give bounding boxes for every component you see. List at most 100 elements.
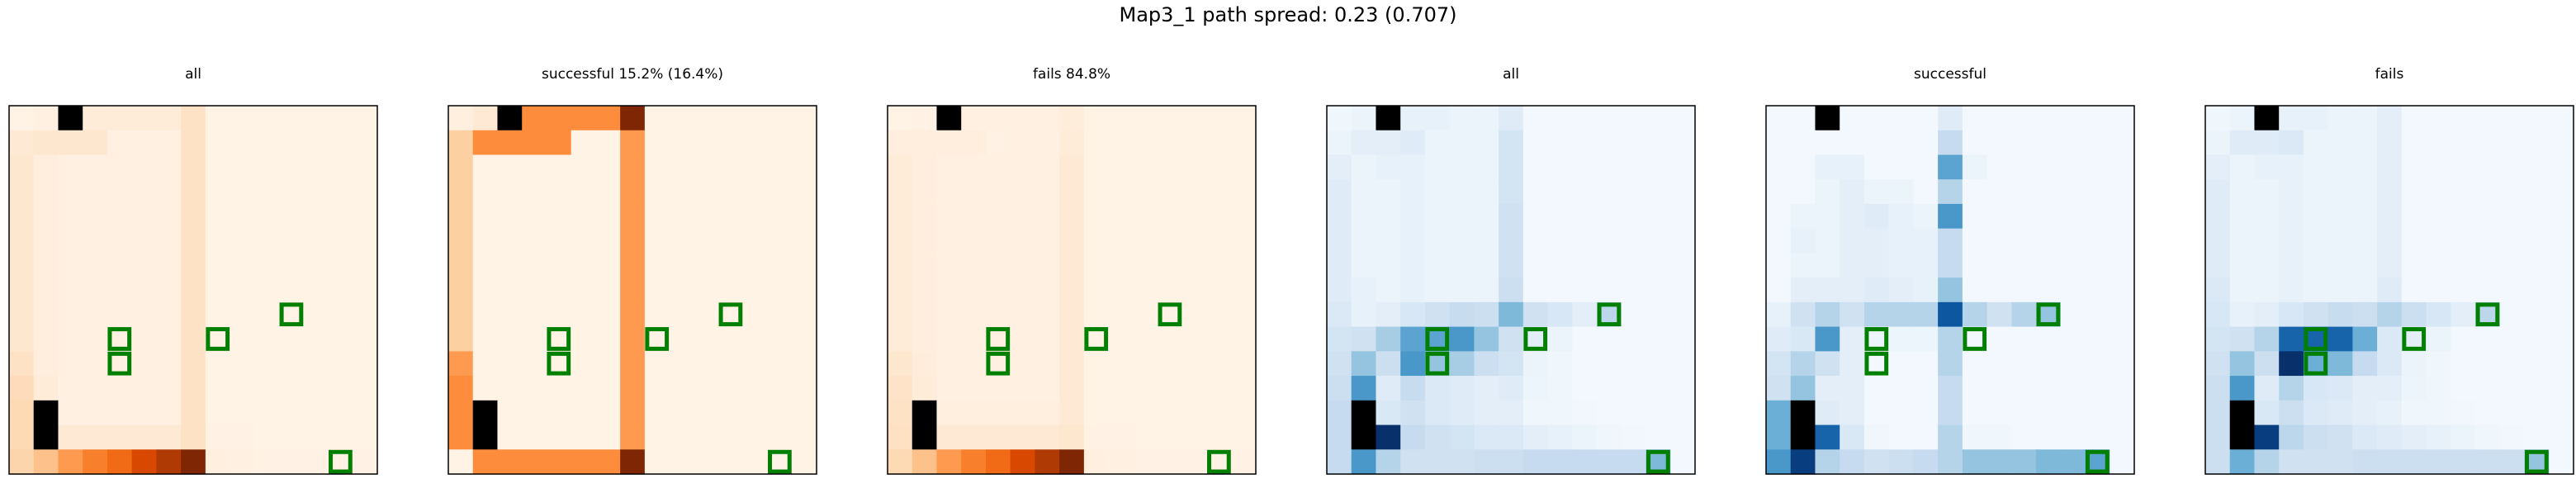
- heatmap-cell: [767, 351, 793, 377]
- heatmap-cell: [1133, 301, 1158, 328]
- heatmap-cell: [448, 326, 474, 352]
- heatmap-cell: [2475, 351, 2501, 377]
- heatmap-cell: [1621, 179, 1647, 205]
- heatmap-cell: [303, 424, 329, 450]
- heatmap-cell: [156, 228, 182, 254]
- heatmap-cell: [1597, 179, 1622, 205]
- heatmap-cell: [497, 400, 523, 426]
- heatmap-cell: [1181, 106, 1208, 131]
- heatmap-cell: [2229, 154, 2256, 180]
- heatmap-cell: [1231, 351, 1257, 377]
- heatmap-cell: [961, 326, 987, 352]
- heatmap-cell: [328, 351, 353, 377]
- heatmap-cell: [1206, 277, 1232, 303]
- heatmap-cell: [1863, 253, 1890, 278]
- heatmap-cell: [1083, 400, 1110, 426]
- heatmap-cell: [83, 400, 108, 426]
- heatmap-cell: [1108, 277, 1134, 303]
- heatmap-cell: [546, 154, 572, 180]
- heatmap-cell: [571, 154, 596, 180]
- heatmap-cell: [792, 203, 817, 230]
- heatmap-cell: [9, 351, 35, 377]
- heatmap-cell: [1790, 301, 1816, 328]
- heatmap-cell: [2011, 277, 2037, 303]
- heatmap-cell: [1400, 253, 1426, 278]
- heatmap-cell: [1646, 203, 1671, 230]
- heatmap-cell: [2524, 253, 2550, 278]
- heatmap-cell: [1231, 130, 1257, 156]
- heatmap-cell: [2110, 154, 2135, 180]
- axes-frame: [887, 105, 1257, 475]
- heatmap-cell: [2254, 326, 2280, 352]
- heatmap-cell: [58, 424, 83, 450]
- heatmap-cell: [328, 130, 353, 156]
- heatmap-cell: [936, 253, 962, 278]
- heatmap-cell: [1327, 154, 1352, 180]
- heatmap-cell: [2377, 449, 2403, 475]
- heatmap-cell: [2549, 154, 2574, 180]
- heatmap-cell: [2426, 351, 2451, 377]
- heatmap-cell: [181, 351, 206, 377]
- heatmap-cell: [1181, 228, 1208, 254]
- goal-marker: [107, 327, 132, 351]
- heatmap-cell: [742, 376, 769, 401]
- heatmap-cell: [1597, 130, 1622, 156]
- heatmap-cell: [353, 301, 378, 328]
- heatmap-cell: [961, 253, 987, 278]
- heatmap-cell: [448, 203, 474, 230]
- heatmap-cell: [1376, 400, 1401, 426]
- heatmap-cell: [2254, 301, 2280, 328]
- heatmap-cell: [767, 179, 793, 205]
- heatmap-cell: [1035, 277, 1060, 303]
- heatmap-cell: [1158, 130, 1183, 156]
- heatmap-cell: [985, 203, 1011, 230]
- heatmap-cell: [472, 106, 499, 131]
- heatmap-cell: [1351, 376, 1377, 401]
- heatmap-cell: [2085, 106, 2110, 131]
- heatmap-cell: [571, 424, 596, 450]
- heatmap-cell: [1863, 277, 1890, 303]
- heatmap-cell: [1522, 301, 1549, 328]
- heatmap-cell: [571, 400, 596, 426]
- heatmap-cell: [353, 130, 378, 156]
- heatmap-cell: [107, 301, 133, 328]
- heatmap-cell: [792, 400, 817, 426]
- heatmap-cell: [1670, 179, 1696, 205]
- heatmap-cell: [1474, 301, 1499, 328]
- heatmap-cell: [1133, 203, 1158, 230]
- heatmap-cell: [279, 326, 305, 352]
- heatmap-cell: [1327, 277, 1352, 303]
- heatmap-cell: [1766, 228, 1792, 254]
- heatmap-cell: [2401, 351, 2427, 377]
- heatmap-cell: [472, 179, 499, 205]
- heatmap-cell: [669, 228, 694, 254]
- heatmap-cell: [9, 449, 35, 475]
- heatmap-cell: [644, 351, 670, 377]
- heatmap-cell: [2524, 351, 2550, 377]
- heatmap-cell: [181, 106, 206, 131]
- heatmap-cell: [1499, 400, 1524, 426]
- heatmap-cell: [742, 326, 769, 352]
- heatmap-cell: [448, 253, 474, 278]
- heatmap-cell: [2499, 106, 2526, 131]
- heatmap-cell: [2303, 424, 2329, 450]
- heatmap-cell: [303, 400, 329, 426]
- heatmap-cell: [1083, 449, 1110, 475]
- axes-frame: [1326, 105, 1696, 475]
- heatmap-cell: [1815, 424, 1840, 450]
- heatmap-cell: [767, 203, 793, 230]
- heatmap-cell: [2060, 228, 2086, 254]
- heatmap-cell: [1913, 130, 1939, 156]
- heatmap-cell: [912, 130, 938, 156]
- heatmap-cell: [205, 228, 231, 254]
- goal-marker: [1597, 302, 1622, 327]
- heatmap-cell: [2451, 203, 2476, 230]
- heatmap-cell: [1231, 424, 1257, 450]
- heatmap-cell: [2377, 253, 2403, 278]
- heatmap-cell: [522, 351, 547, 377]
- heatmap-cell: [1035, 400, 1060, 426]
- heatmap-cell: [2036, 424, 2062, 450]
- heatmap-cell: [2060, 400, 2086, 426]
- heatmap-cell: [1888, 253, 1914, 278]
- heatmap-cell: [644, 400, 670, 426]
